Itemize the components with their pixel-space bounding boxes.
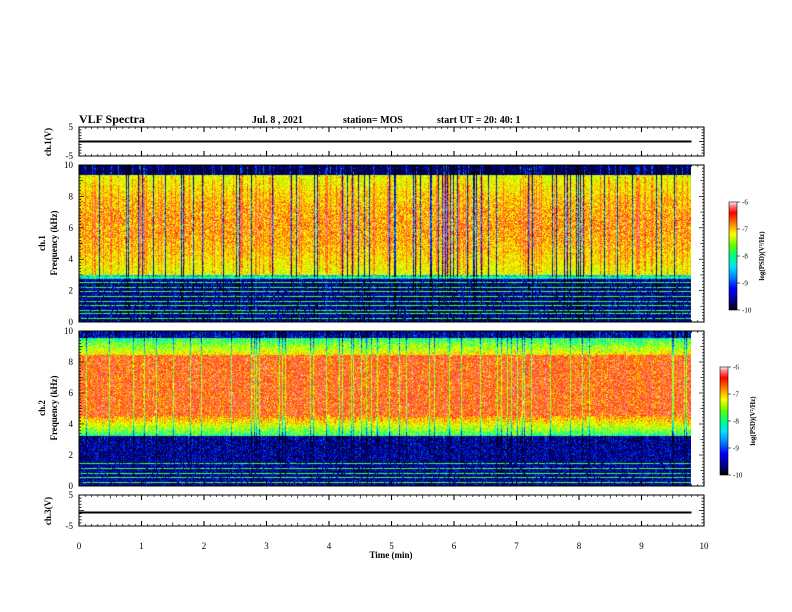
x-tick-label: 8	[577, 541, 582, 551]
ch2-colorbar-gradient	[719, 366, 729, 476]
ch1-waveform-ylabel: ch.1(V)	[43, 128, 53, 156]
ch3-waveform-ylabel: ch.3(V)	[43, 497, 53, 525]
colorbar-tick-label: -8	[742, 253, 748, 261]
x-tick-label: 6	[452, 541, 457, 551]
x-tick-label: 9	[639, 541, 644, 551]
y-tick-label: 0	[69, 317, 74, 327]
ch1-colorbar-gradient	[728, 201, 738, 311]
colorbar-tick-label: -9	[733, 445, 739, 453]
y-tick-label: 0	[69, 481, 74, 491]
y-tick-label: 6	[69, 223, 74, 233]
ch1-spectrogram-image	[79, 165, 691, 322]
colorbar-tick-label: -10	[733, 472, 743, 480]
ch2-colorbar: -6 -7 -8 -9 -10 log(PSD)(V²/Hz)	[719, 364, 757, 480]
ch2-colorbar-label: log(PSD)(V²/Hz)	[749, 396, 757, 446]
x-tick-label: 5	[389, 541, 394, 551]
y-tick-label: 5	[69, 122, 74, 132]
colorbar-tick-label: -9	[742, 280, 748, 288]
y-tick-label: 5	[69, 490, 74, 500]
x-tick-label: 3	[264, 541, 269, 551]
x-tick-label: 2	[202, 541, 207, 551]
ch1-spectrogram-ylabel-frequency: Frequency (kHz)	[49, 210, 59, 275]
y-tick-label: 10	[64, 160, 74, 170]
y-tick-label: 6	[69, 388, 74, 398]
ch2-spectrogram-image	[79, 331, 691, 486]
colorbar-tick-label: -10	[742, 307, 752, 315]
y-tick-label: -5	[66, 521, 74, 531]
colorbar-tick-label: -7	[733, 391, 739, 399]
y-tick-label: 10	[64, 326, 74, 336]
colorbar-tick-label: -7	[742, 226, 748, 234]
x-tick-label: 7	[514, 541, 519, 551]
ch2-spectrogram-ylabel-frequency: Frequency (kHz)	[49, 375, 59, 440]
y-tick-label: 4	[69, 419, 74, 429]
x-axis-label: Time (min)	[369, 550, 412, 560]
colorbar-tick-label: -6	[742, 199, 748, 207]
colorbar-tick-label: -8	[733, 418, 739, 426]
x-tick-label: 4	[327, 541, 332, 551]
y-tick-label: 8	[69, 357, 74, 367]
x-tick-label: 0	[77, 541, 82, 551]
ch1-colorbar: -6 -7 -8 -9 -10 log(PSD)(V²/Hz)	[728, 199, 766, 315]
ch1-colorbar-label: log(PSD)(V²/Hz)	[758, 231, 766, 281]
y-tick-label: 2	[69, 286, 74, 296]
start-time-label: start UT = 20: 40: 1	[437, 115, 521, 126]
y-tick-label: 8	[69, 191, 74, 201]
y-tick-label: 4	[69, 254, 74, 264]
date-label: Jul. 8 , 2021	[252, 115, 303, 126]
axis-ticks	[78, 126, 705, 527]
colorbar-tick-label: -6	[733, 364, 739, 372]
y-tick-label: 2	[69, 450, 74, 460]
ch1-spectrogram-ylabel-channel: ch.1	[37, 235, 47, 251]
y-tick-label: -5	[66, 151, 74, 161]
x-tick-label: 1	[139, 541, 144, 551]
x-tick-label: 10	[700, 541, 710, 551]
figure-title: VLF Spectra	[79, 112, 145, 126]
station-label: station= MOS	[343, 115, 403, 126]
ch2-spectrogram-ylabel-channel: ch.2	[37, 400, 47, 416]
